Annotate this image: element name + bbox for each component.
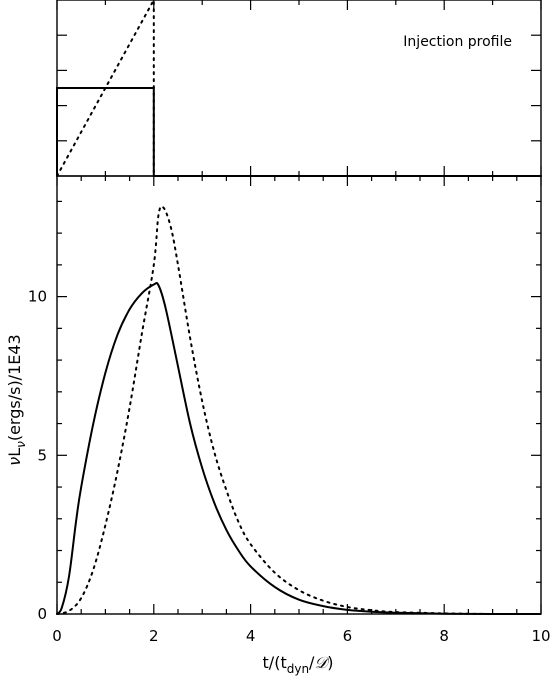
x-tick-label: 6 [343,627,353,645]
y-tick-label: 5 [37,446,47,464]
bottom-panel-ticks: 0 2 4 6 8 10 0 5 10 [28,176,551,645]
bottom-panel-frame [56,175,542,615]
x-tick-label: 4 [246,627,256,645]
x-axis-title: t/(tdyn/𝒟) [263,653,334,676]
x-tick-label: 0 [52,627,62,645]
light-curve-dotted [56,205,542,616]
y-axis-title: νLν(ergs/s)/1E43 [5,334,28,465]
top-series-solid [56,87,541,177]
light-curve-solid [56,281,542,616]
top-panel-series [56,0,542,177]
x-tick-label: 8 [439,627,449,645]
top-series-dotted [56,0,542,177]
bottom-panel-series [56,205,542,616]
injection-profile-label: Injection profile [403,34,512,50]
y-tick-label: 0 [37,605,47,623]
x-tick-label: 10 [531,627,550,645]
y-tick-label: 10 [28,288,47,306]
x-tick-label: 2 [149,627,159,645]
